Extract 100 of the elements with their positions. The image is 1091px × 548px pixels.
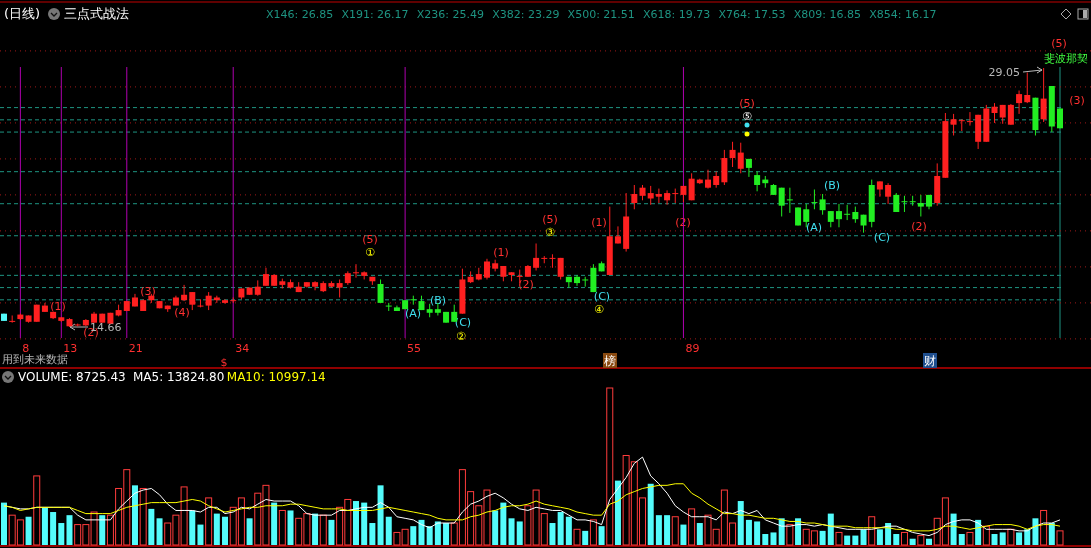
candlestick bbox=[614, 225, 621, 244]
bar bbox=[1056, 530, 1064, 546]
candlestick bbox=[353, 263, 359, 279]
candlestick bbox=[705, 169, 711, 190]
bar bbox=[786, 524, 794, 546]
candlestick bbox=[533, 242, 540, 271]
bar bbox=[958, 534, 965, 545]
candlestick bbox=[655, 188, 662, 204]
bar bbox=[139, 487, 147, 546]
candlestick bbox=[1024, 72, 1031, 104]
bar bbox=[549, 523, 556, 545]
candlestick bbox=[549, 253, 556, 269]
text: 13 bbox=[63, 342, 78, 355]
candlestick bbox=[181, 284, 188, 302]
text: 21 bbox=[128, 342, 143, 355]
candlestick bbox=[222, 298, 229, 305]
bar bbox=[58, 523, 65, 545]
bar bbox=[582, 530, 589, 545]
bar bbox=[361, 502, 368, 545]
bar bbox=[860, 529, 867, 545]
candlestick bbox=[1040, 67, 1047, 123]
bar bbox=[287, 510, 294, 545]
bar bbox=[589, 519, 597, 546]
bar bbox=[148, 508, 155, 545]
candlestick bbox=[9, 314, 16, 324]
candlestick bbox=[664, 189, 671, 206]
candlestick bbox=[754, 170, 761, 192]
candlestick bbox=[745, 158, 752, 178]
annotation: (5) bbox=[739, 97, 755, 110]
text: MA10: 10997.14 bbox=[226, 370, 326, 384]
ref-line-label: X618: 19.73 bbox=[643, 8, 711, 21]
bar bbox=[827, 513, 834, 545]
bar bbox=[900, 531, 908, 546]
annotation: (2) bbox=[911, 220, 927, 233]
annotation: (C) bbox=[873, 231, 891, 244]
annotation: (4) bbox=[174, 306, 190, 319]
bar bbox=[508, 518, 515, 545]
bar bbox=[443, 523, 450, 545]
bar bbox=[614, 480, 621, 545]
bar bbox=[500, 502, 507, 545]
bar bbox=[876, 529, 883, 545]
candlestick bbox=[844, 204, 851, 221]
bar bbox=[680, 524, 687, 545]
candlestick bbox=[909, 195, 916, 207]
annotation: (C) bbox=[593, 290, 611, 303]
ref-line-label: X382: 23.29 bbox=[492, 8, 560, 21]
bar bbox=[25, 516, 32, 545]
bar bbox=[271, 502, 278, 545]
candlestick bbox=[647, 185, 654, 206]
annotation: (B) bbox=[823, 179, 841, 192]
bar bbox=[312, 513, 319, 545]
candlestick bbox=[950, 113, 957, 136]
chart-subtitle: 三点式战法 bbox=[64, 6, 129, 21]
candlestick bbox=[729, 141, 736, 168]
ref-line-label: X809: 16.85 bbox=[793, 8, 862, 21]
bar bbox=[966, 531, 974, 546]
bar bbox=[369, 523, 376, 545]
bar bbox=[688, 508, 696, 546]
bar bbox=[131, 485, 138, 545]
bar bbox=[844, 535, 851, 545]
bar bbox=[778, 518, 785, 545]
bar bbox=[696, 523, 703, 545]
text: 55 bbox=[407, 342, 422, 355]
annotation: ④ bbox=[594, 303, 605, 316]
bar bbox=[41, 507, 48, 545]
annotation: (B) bbox=[429, 294, 447, 307]
text: 斐波那契 bbox=[1044, 52, 1088, 65]
candlestick bbox=[991, 102, 998, 124]
bar bbox=[909, 538, 916, 545]
candlestick bbox=[893, 192, 900, 213]
candlestick bbox=[885, 182, 892, 205]
bar bbox=[762, 534, 769, 545]
candlestick bbox=[377, 278, 384, 304]
text: (3) bbox=[1069, 94, 1085, 107]
candlestick bbox=[811, 188, 818, 210]
bar bbox=[156, 518, 163, 545]
annotation: ① bbox=[365, 246, 376, 259]
bar bbox=[222, 516, 229, 545]
bar bbox=[319, 514, 327, 546]
bar bbox=[434, 521, 441, 545]
bar bbox=[573, 528, 581, 546]
annotation: (1) bbox=[50, 300, 66, 313]
annotation: (2) bbox=[518, 278, 534, 291]
text: 8 bbox=[22, 342, 30, 355]
bar bbox=[205, 497, 213, 546]
bar bbox=[917, 535, 925, 546]
candlestick bbox=[876, 180, 883, 198]
candlestick bbox=[737, 142, 744, 174]
ref-line-label: X146: 26.85 bbox=[266, 8, 334, 21]
bar bbox=[1040, 509, 1048, 546]
bar bbox=[819, 530, 826, 545]
text: 用到未来数据 bbox=[2, 353, 68, 366]
chart-title: VOLUME: 8725.43 bbox=[18, 370, 126, 384]
bar bbox=[926, 538, 933, 545]
bar bbox=[950, 513, 957, 545]
text: (5) bbox=[1051, 37, 1067, 50]
text: ② bbox=[456, 330, 467, 343]
candlestick bbox=[958, 118, 965, 132]
bar bbox=[50, 512, 57, 545]
bar bbox=[426, 526, 433, 545]
